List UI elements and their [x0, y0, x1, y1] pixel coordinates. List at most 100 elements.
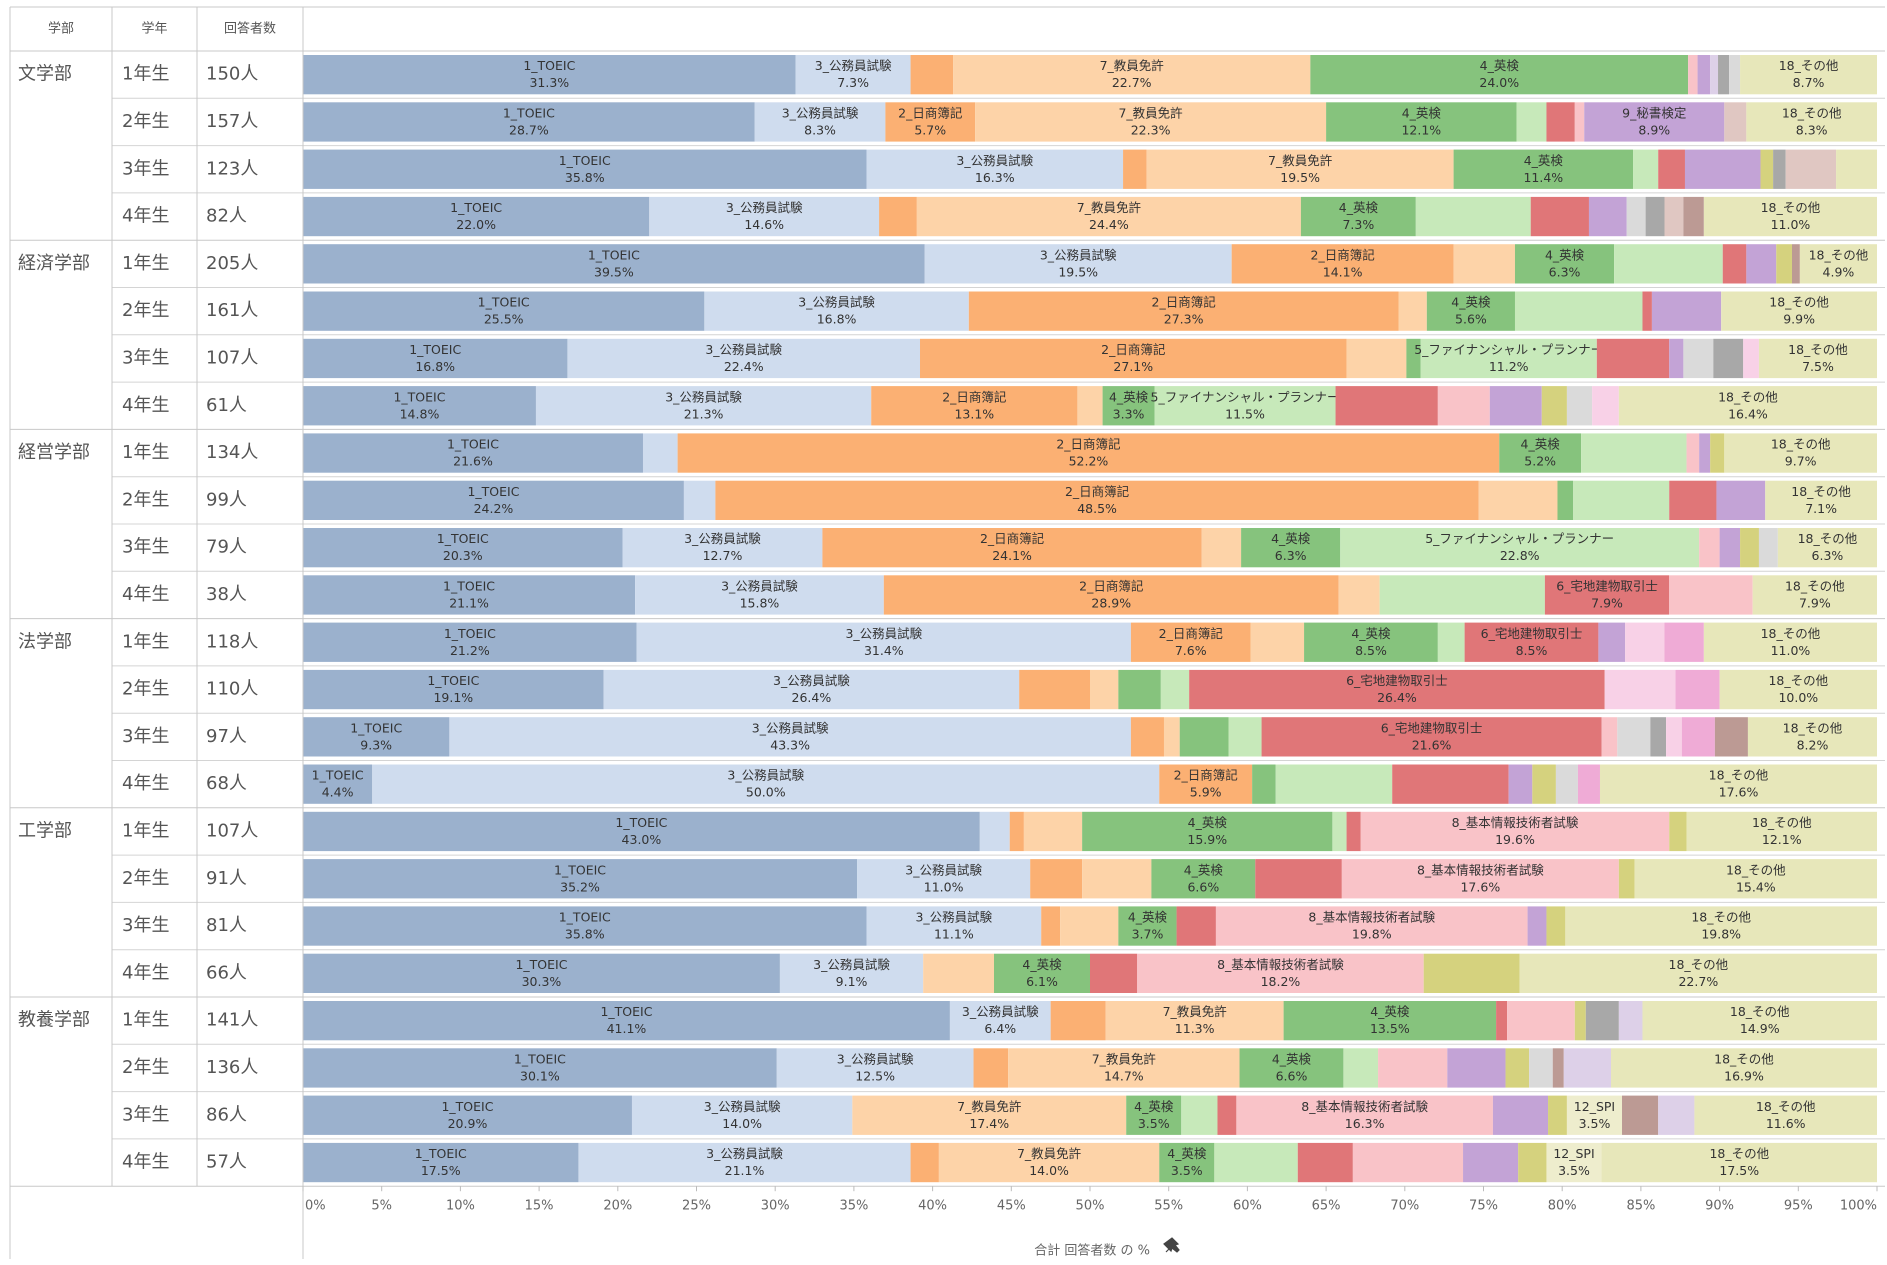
segment-value-label: 7.6%	[1175, 643, 1207, 658]
segment-value-label: 24.2%	[474, 501, 514, 516]
respondents-label: 91人	[206, 868, 247, 889]
bar-segment	[1601, 717, 1618, 757]
bar-segment	[1516, 102, 1547, 142]
respondents-label: 81人	[206, 915, 247, 936]
bar-segment	[1664, 196, 1684, 237]
grade-label: 3年生	[122, 915, 169, 936]
bar-segment	[1686, 811, 1877, 852]
segment-name: 7_教員免許	[1268, 153, 1333, 168]
segment-name: 4_英検	[1184, 862, 1224, 877]
bar-segment	[1489, 386, 1542, 426]
segment-name: 3_公務員試験	[665, 389, 742, 404]
bar-segment	[1437, 622, 1465, 662]
bar-segment	[303, 906, 867, 946]
segment-name: 18_その他	[1718, 389, 1778, 404]
segment-value-label: 6.3%	[1549, 264, 1581, 279]
bar-segment	[1752, 575, 1877, 615]
segment-value-label: 19.8%	[1701, 927, 1741, 942]
segment-value-label: 7.3%	[837, 75, 869, 90]
bar-segment	[1743, 338, 1759, 379]
bar-segment	[1159, 1142, 1215, 1183]
segment-name: 7_教員免許	[1100, 58, 1165, 73]
bar-segment	[1694, 1095, 1877, 1135]
segment-value-label: 11.0%	[1771, 217, 1811, 232]
bar-segment	[1625, 622, 1665, 662]
segment-name: 18_その他	[1768, 673, 1828, 688]
bar-segment	[1799, 244, 1877, 284]
bar-segment	[1082, 859, 1152, 899]
bar-segment	[303, 55, 796, 95]
segment-name: 1_TOEIC	[559, 153, 611, 168]
bar-segment	[1777, 528, 1877, 568]
faculty-label: 経済学部	[18, 253, 90, 274]
bar-segment	[303, 669, 604, 710]
bar-segment	[993, 953, 1090, 993]
segment-value-label: 15.8%	[740, 595, 780, 610]
bar-segment	[303, 244, 925, 284]
bar-segment	[1546, 1142, 1602, 1183]
bar-segment	[1231, 244, 1454, 284]
x-tick-label: 5%	[371, 1199, 392, 1214]
bar-segment	[953, 55, 1311, 95]
segment-name: 3_公務員試験	[815, 58, 892, 73]
segment-value-label: 6.3%	[1275, 548, 1307, 563]
bar-segment	[303, 480, 684, 520]
bar-segment	[1241, 528, 1341, 568]
bar-segment	[1530, 196, 1589, 237]
faculty-label: 教養学部	[18, 1010, 90, 1031]
segment-name: 4_英検	[1451, 295, 1491, 310]
bar-segment	[1626, 196, 1646, 237]
bar-segment	[1573, 480, 1670, 520]
bar-segment	[704, 291, 969, 331]
segment-name: 1_TOEIC	[478, 295, 530, 310]
grade-label: 2年生	[122, 300, 169, 321]
segment-name: 3_公務員試験	[962, 1004, 1039, 1019]
segment-value-label: 41.1%	[607, 1021, 647, 1036]
bar-segment	[1713, 338, 1744, 379]
segment-value-label: 27.3%	[1164, 312, 1204, 327]
bar-segment	[1304, 622, 1438, 662]
bar-segment	[1478, 480, 1558, 520]
segment-name: 4_英検	[1128, 910, 1168, 925]
segment-value-label: 9.9%	[1783, 312, 1815, 327]
bar-segment	[1189, 669, 1605, 710]
bar-segment	[776, 1048, 974, 1088]
bar-segment	[1090, 669, 1119, 710]
grade-label: 4年生	[122, 773, 169, 794]
bar-segment	[303, 764, 373, 804]
segment-value-label: 6.6%	[1187, 879, 1219, 894]
bar-segment	[1760, 149, 1774, 189]
segment-value-label: 3.5%	[1579, 1116, 1611, 1131]
bar-segment	[1776, 244, 1793, 284]
segment-name: 18_その他	[1782, 105, 1842, 120]
segment-value-label: 6.1%	[1026, 974, 1058, 989]
bar-segment	[1346, 811, 1361, 852]
bar-segment	[1426, 291, 1515, 331]
bar-segment	[1082, 811, 1333, 852]
segment-value-label: 48.5%	[1077, 501, 1117, 516]
segment-name: 5_ファイナンシャル・プランナー	[1151, 389, 1340, 404]
bar-segment	[1250, 622, 1305, 662]
bar-segment	[1343, 1048, 1379, 1088]
respondents-label: 82人	[206, 206, 247, 227]
bar-segment	[535, 386, 872, 426]
bar-segment	[754, 102, 886, 142]
bar-segment	[1346, 338, 1407, 379]
bar-segment	[871, 386, 1078, 426]
segment-name: 6_宅地建物取引士	[1381, 720, 1483, 735]
segment-value-label: 5.6%	[1455, 312, 1487, 327]
segment-name: 7_教員免許	[1163, 1004, 1228, 1019]
segment-name: 18_その他	[1785, 578, 1845, 593]
bar-segment	[1688, 55, 1698, 95]
segment-name: 18_その他	[1709, 768, 1769, 783]
segment-value-label: 8.5%	[1516, 643, 1548, 658]
bar-segment	[715, 480, 1479, 520]
segment-value-label: 5.2%	[1524, 454, 1556, 469]
grade-label: 2年生	[122, 868, 169, 889]
bar-segment	[303, 528, 623, 568]
segment-value-label: 31.4%	[864, 643, 904, 658]
segment-value-label: 17.6%	[1460, 879, 1500, 894]
bar-segment	[1697, 55, 1711, 95]
segment-value-label: 20.3%	[443, 548, 483, 563]
segment-name: 4_英検	[1271, 531, 1311, 546]
